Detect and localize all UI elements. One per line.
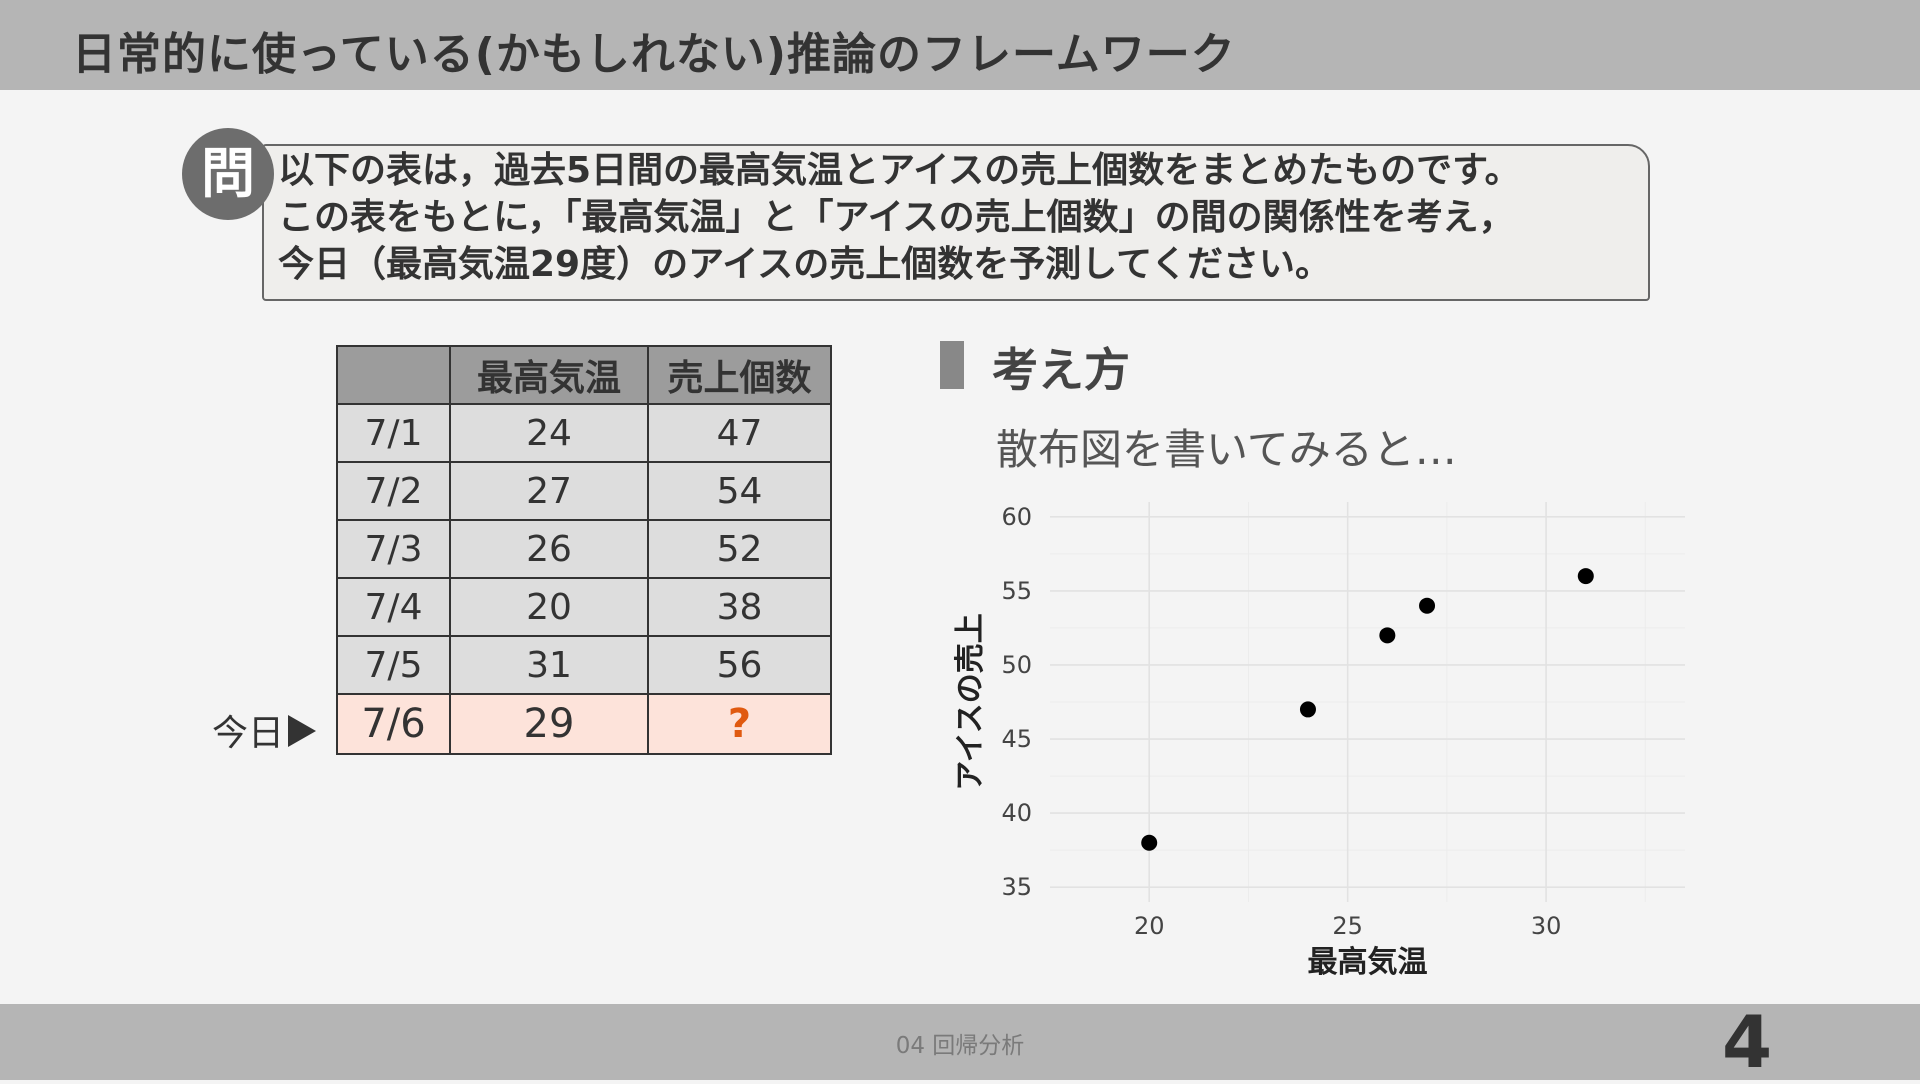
data-point [1141, 834, 1158, 851]
data-point [1299, 701, 1316, 718]
today-label: 今日 [212, 713, 285, 754]
unknown-value: ? [647, 693, 832, 755]
question-line: 以下の表は，過去5日間の最高気温とアイスの売上個数をまとめたものです。 [278, 150, 1521, 191]
table-cell: 29 [449, 693, 649, 755]
table-cell: 20 [449, 577, 649, 637]
x-tick-label: 20 [1134, 912, 1165, 940]
table-cell: 26 [449, 519, 649, 579]
table-cell: 7/4 [336, 577, 451, 637]
x-tick-label: 30 [1531, 912, 1562, 940]
table-cell: 7/2 [336, 461, 451, 521]
today-row: 7/6 29 ? [336, 693, 832, 755]
table-cell: 27 [449, 461, 649, 521]
section-subtitle: 散布図を書いてみると… [996, 425, 1457, 474]
table-row: 7/3 26 52 [336, 519, 832, 579]
table-header-cell: 売上個数 [647, 345, 832, 405]
question-badge: 問 [182, 128, 274, 220]
page-number: 4 [1722, 1000, 1773, 1084]
table-cell: 47 [647, 403, 832, 463]
y-axis-label: アイスの売上 [953, 613, 988, 791]
section-accent-bar [940, 341, 964, 389]
table-cell: 52 [647, 519, 832, 579]
table-cell: 56 [647, 635, 832, 695]
question-line: この表をもとに，「最高気温」と「アイスの売上個数」の間の関係性を考え， [278, 197, 1515, 238]
x-tick-label: 25 [1332, 912, 1363, 940]
y-tick-label: 50 [1001, 651, 1032, 679]
question-line: 今日（最高気温29度）のアイスの売上個数を予測してください。 [278, 244, 1332, 285]
y-tick-label: 35 [1001, 873, 1032, 901]
table-cell: 7/6 [336, 693, 451, 755]
today-marker: 今日 [212, 704, 317, 756]
footer-bar [0, 1004, 1920, 1080]
header-bar [0, 0, 1920, 90]
table-row: 7/2 27 54 [336, 461, 832, 521]
data-point [1577, 568, 1594, 585]
table-header-row: 最高気温 売上個数 [336, 345, 832, 405]
table-cell: 38 [647, 577, 832, 637]
y-tick-label: 40 [1001, 799, 1032, 827]
table-cell: 31 [449, 635, 649, 695]
table-cell: 7/1 [336, 403, 451, 463]
y-tick-label: 55 [1001, 577, 1032, 605]
question-text: 以下の表は，過去5日間の最高気温とアイスの売上個数をまとめたものです。 この表を… [278, 147, 1638, 288]
table-header-cell: 最高気温 [449, 345, 649, 405]
data-point [1419, 597, 1436, 614]
arrow-right-icon [288, 715, 317, 747]
data-point [1379, 627, 1396, 644]
table-row: 7/5 31 56 [336, 635, 832, 695]
section-title: 考え方 [992, 343, 1130, 397]
table-cell: 24 [449, 403, 649, 463]
x-axis-label: 最高気温 [1308, 945, 1428, 980]
page-title: 日常的に使っている(かもしれない)推論のフレームワーク [72, 29, 1236, 80]
data-table: 最高気温 売上個数 7/1 24 47 7/2 27 54 7/3 26 52 … [336, 345, 832, 755]
table-cell: 7/5 [336, 635, 451, 695]
table-header-cell [336, 345, 451, 405]
table-row: 7/1 24 47 [336, 403, 832, 463]
footer-text: 04 回帰分析 [895, 1033, 1025, 1059]
y-tick-label: 45 [1001, 725, 1032, 753]
y-tick-label: 60 [1001, 503, 1032, 531]
question-box [262, 144, 1650, 301]
table-cell: 54 [647, 461, 832, 521]
table-cell: 7/3 [336, 519, 451, 579]
scatter-chart: 20 25 30 35 40 45 50 55 60 最高気温 アイスの売上 [953, 502, 1685, 980]
table-row: 7/4 20 38 [336, 577, 832, 637]
